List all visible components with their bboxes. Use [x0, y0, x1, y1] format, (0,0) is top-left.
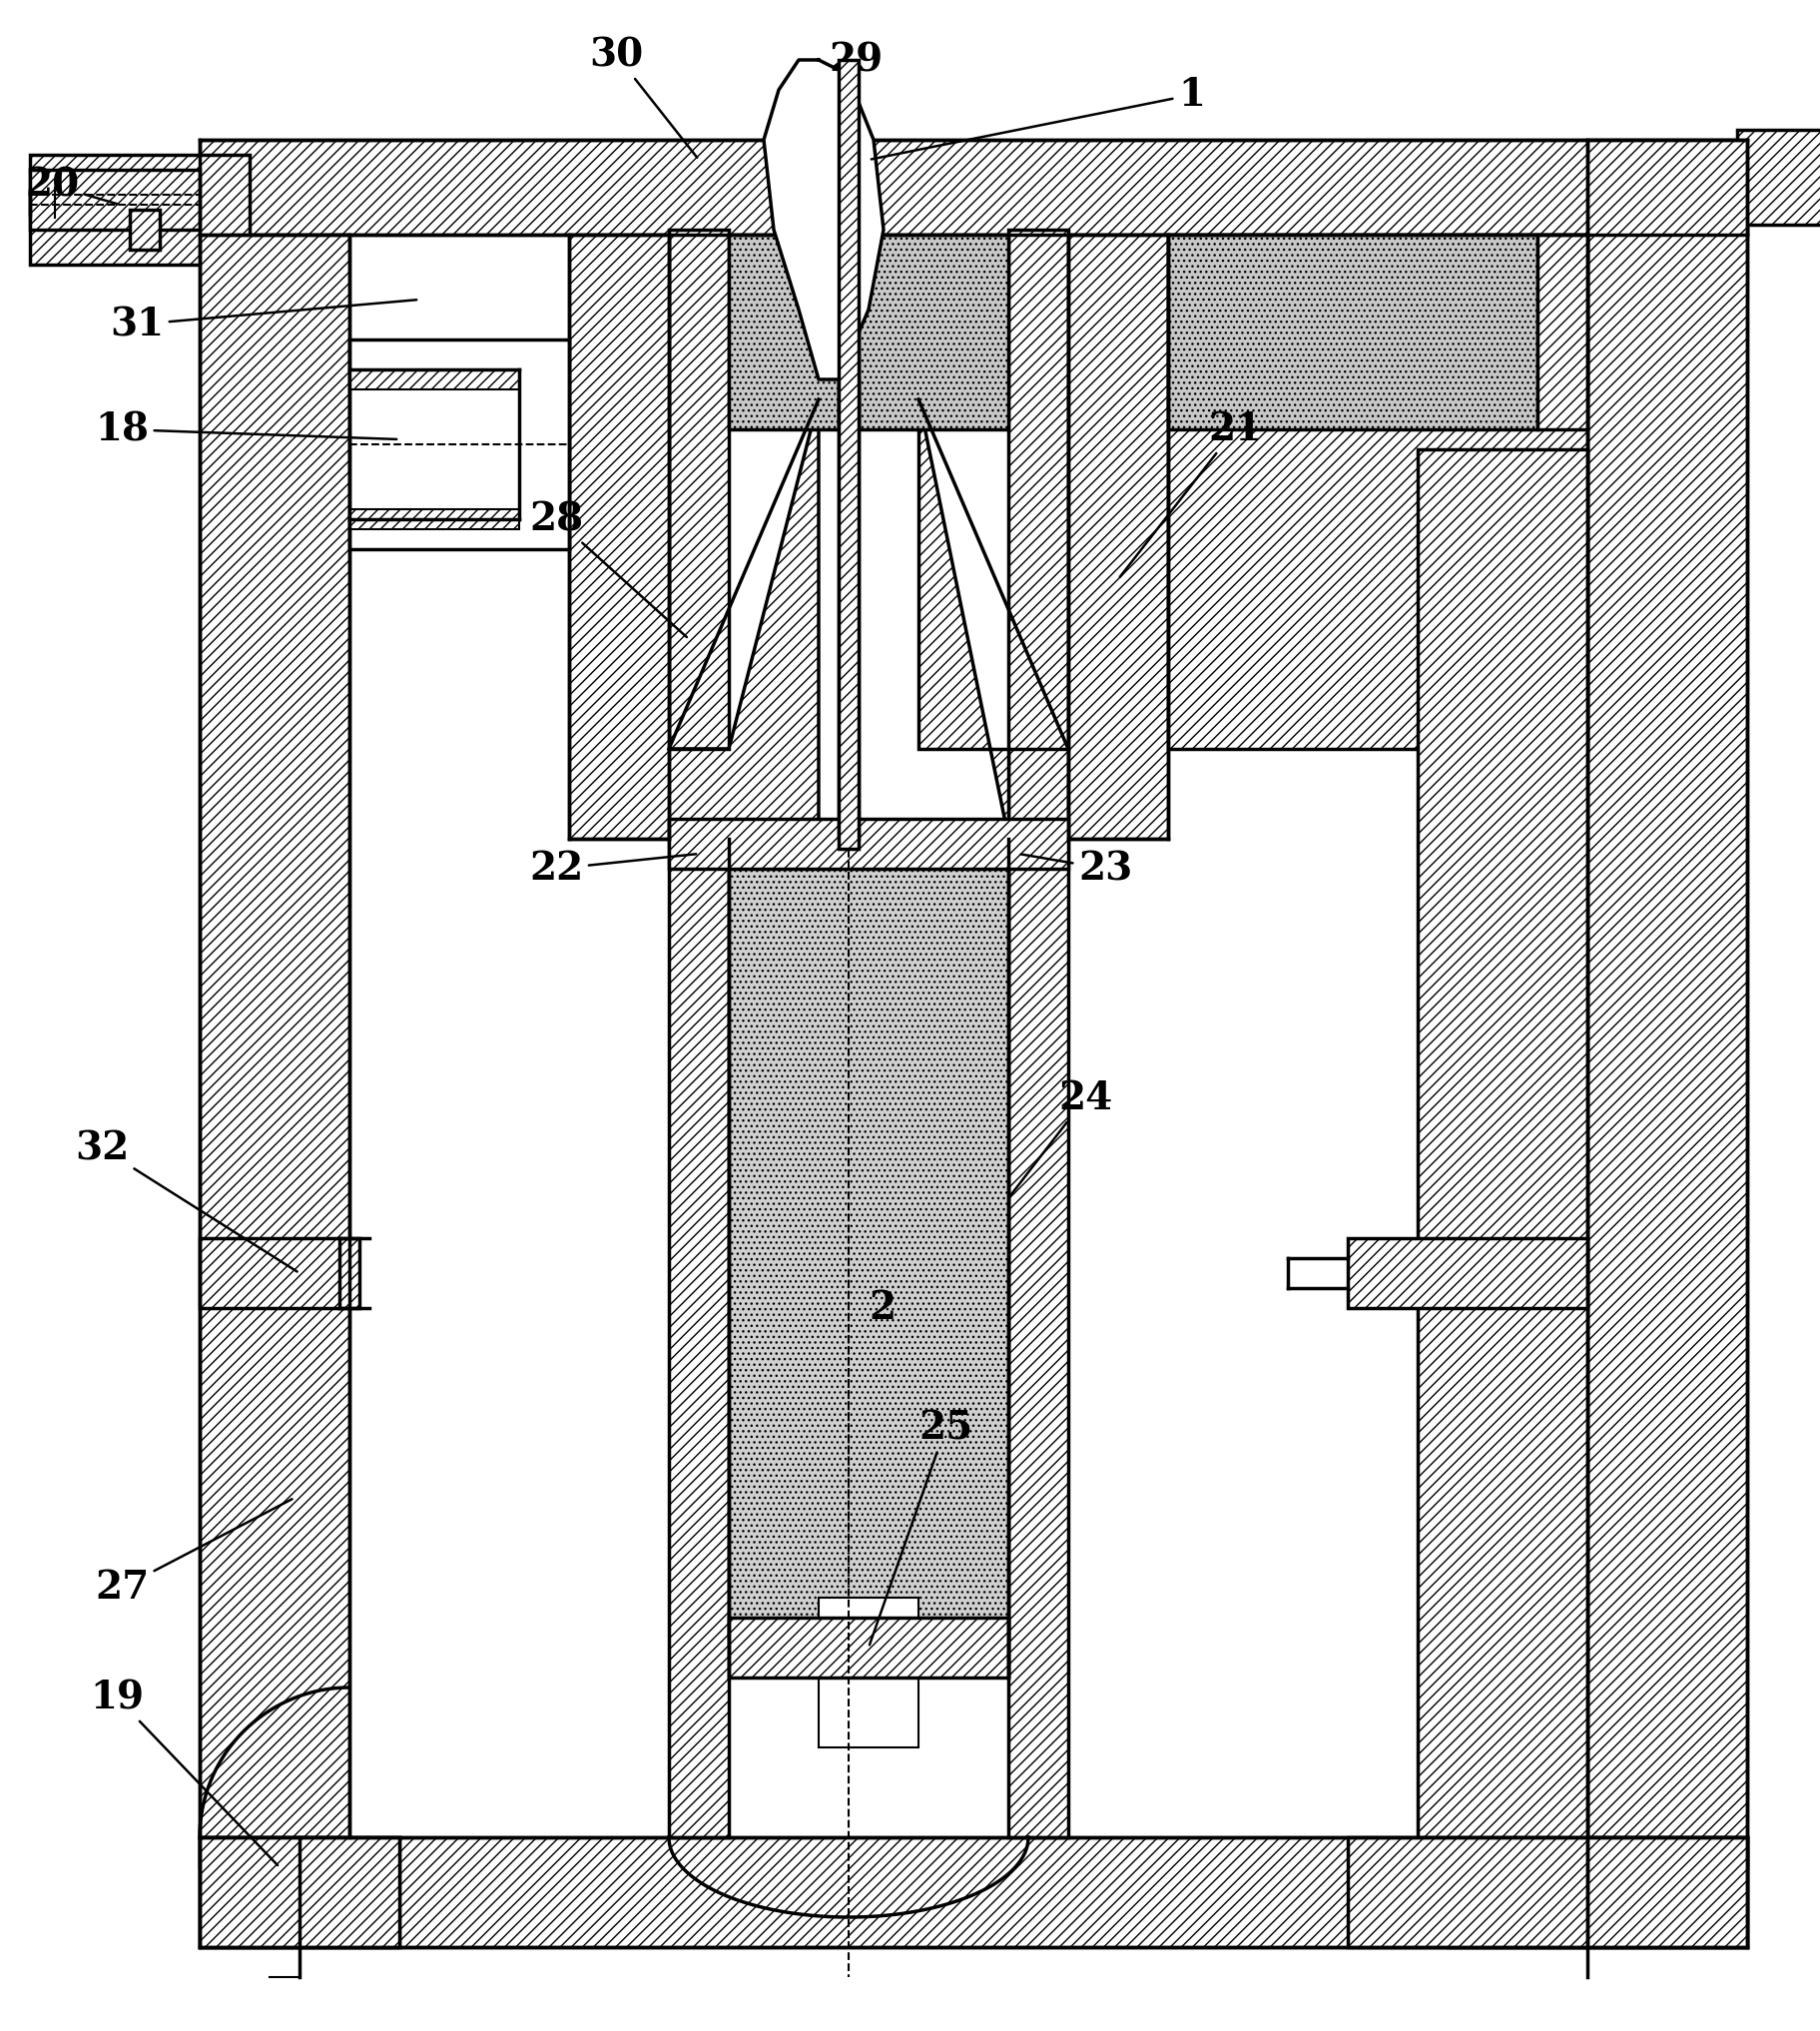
- Bar: [200, 140, 1745, 236]
- Polygon shape: [917, 400, 1008, 839]
- Bar: [1167, 236, 1536, 429]
- Text: 32: 32: [75, 1129, 297, 1271]
- Text: 27: 27: [95, 1499, 291, 1607]
- Text: 23: 23: [1021, 849, 1132, 888]
- Bar: [1347, 1239, 1587, 1308]
- Bar: [29, 154, 249, 264]
- Text: 25: 25: [868, 1410, 972, 1645]
- Text: 22: 22: [530, 849, 695, 888]
- Text: 28: 28: [530, 500, 686, 638]
- Bar: [129, 209, 160, 250]
- Bar: [349, 339, 568, 548]
- Bar: [728, 839, 1008, 1637]
- Bar: [200, 1838, 399, 1948]
- Bar: [1167, 236, 1587, 749]
- Text: 20: 20: [25, 167, 116, 203]
- Bar: [1587, 140, 1745, 1866]
- Bar: [1736, 130, 1820, 225]
- Polygon shape: [668, 400, 819, 839]
- Bar: [668, 818, 1068, 869]
- Bar: [568, 236, 668, 839]
- Text: 21: 21: [1119, 410, 1261, 577]
- Bar: [819, 1598, 917, 1747]
- Text: 19: 19: [89, 1678, 277, 1864]
- Text: 29: 29: [828, 41, 883, 197]
- Text: 1: 1: [870, 75, 1205, 158]
- Bar: [1068, 236, 1167, 839]
- Text: 31: 31: [109, 301, 417, 343]
- Bar: [200, 1838, 1745, 1948]
- Bar: [200, 1239, 359, 1308]
- Bar: [668, 230, 728, 1838]
- Polygon shape: [763, 59, 883, 380]
- Bar: [1008, 230, 1068, 1838]
- Bar: [349, 370, 519, 390]
- Bar: [857, 236, 1008, 429]
- Bar: [1347, 1838, 1745, 1948]
- Bar: [200, 236, 349, 1866]
- Bar: [839, 59, 857, 849]
- Text: 2: 2: [868, 1290, 895, 1326]
- Bar: [349, 510, 519, 530]
- Text: 24: 24: [1010, 1078, 1112, 1196]
- Bar: [1447, 1838, 1745, 1948]
- Text: 30: 30: [588, 37, 697, 158]
- Bar: [728, 1617, 1008, 1678]
- Bar: [1536, 236, 1587, 429]
- Text: 18: 18: [95, 410, 397, 449]
- Bar: [1418, 449, 1587, 1838]
- Bar: [29, 171, 200, 230]
- Bar: [728, 236, 839, 429]
- Bar: [200, 1838, 399, 1948]
